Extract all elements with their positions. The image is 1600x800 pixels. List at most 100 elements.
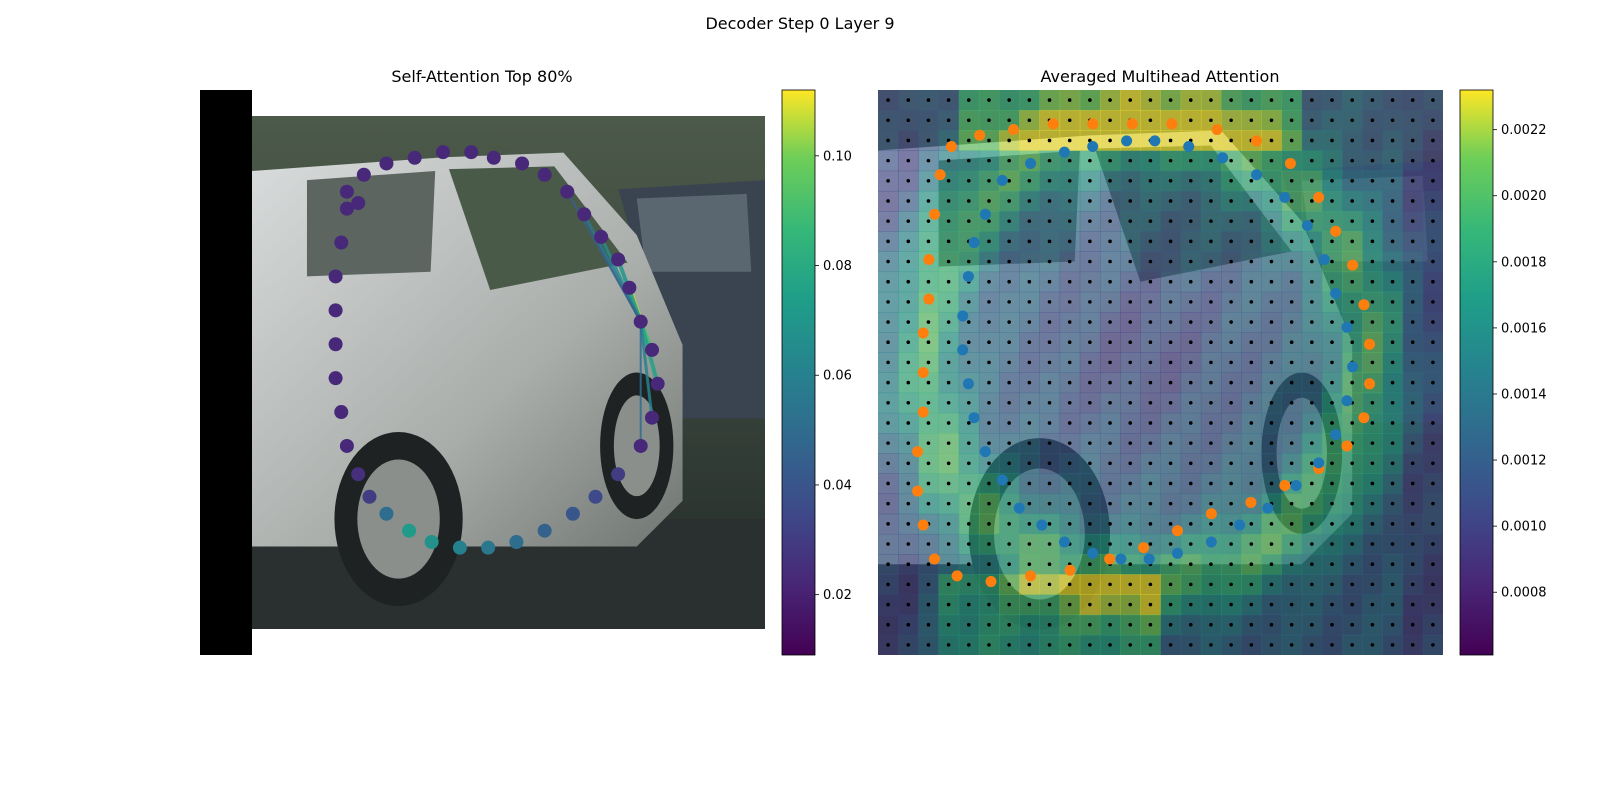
grid-dot (886, 300, 890, 304)
grid-dot (886, 199, 890, 203)
grid-dot (1269, 300, 1274, 304)
grid-dot (1330, 259, 1334, 264)
grid-dot (967, 602, 971, 607)
grid-dot (1128, 158, 1133, 163)
prediction-point-s1-23 (1143, 553, 1155, 565)
grid-dot (1269, 380, 1274, 385)
grid-dot (1229, 582, 1233, 587)
prediction-point-s1-12 (1330, 287, 1342, 299)
contour-point-15 (645, 342, 659, 357)
contour-point-16 (650, 376, 665, 391)
grid-dot (1047, 643, 1052, 647)
grid-dot (1289, 380, 1294, 385)
prediction-point-s1-2 (1058, 146, 1070, 158)
grid-dot (1249, 259, 1254, 264)
grid-dot (1007, 138, 1011, 143)
grid-dot (987, 179, 991, 183)
right-colorbar-tick-label: 0.0016 (1501, 321, 1547, 336)
grid-dot (1269, 199, 1274, 203)
grid-dot (1229, 340, 1233, 345)
grid-dot (1431, 602, 1435, 607)
grid-dot (1350, 219, 1354, 223)
grid-dot (1209, 562, 1213, 566)
grid-dot (1128, 340, 1133, 345)
grid-dot (1209, 400, 1213, 405)
grid-dot (1188, 400, 1193, 405)
grid-dot (1047, 138, 1052, 143)
prediction-point-s1-6 (1183, 141, 1195, 152)
grid-dot (886, 138, 890, 143)
prediction-point-s1-37 (979, 208, 991, 220)
grid-dot (1088, 481, 1092, 486)
grid-dot (886, 522, 890, 526)
grid-dot (1067, 501, 1072, 506)
grid-dot (1148, 158, 1153, 163)
grid-dot (1330, 441, 1334, 445)
grid-dot (1431, 179, 1435, 183)
grid-dot (1249, 239, 1254, 244)
prediction-point-s0-24 (1104, 553, 1116, 565)
grid-dot (1108, 279, 1112, 284)
grid-dot (1350, 158, 1354, 163)
grid-dot (987, 622, 991, 627)
grid-dot (1209, 118, 1213, 123)
grid-dot (1350, 340, 1354, 345)
grid-dot (946, 400, 951, 405)
grid-dot (1108, 481, 1112, 486)
grid-dot (1088, 360, 1092, 365)
grid-dot (1027, 340, 1032, 345)
prediction-point-s1-29 (996, 474, 1008, 486)
grid-dot (1108, 622, 1112, 627)
grid-dot (886, 380, 890, 385)
grid-dot (1047, 320, 1052, 324)
grid-dot (1330, 340, 1334, 345)
grid-dot (1148, 441, 1153, 445)
grid-dot (1269, 643, 1274, 647)
grid-dot (987, 441, 991, 445)
grid-dot (1370, 562, 1375, 566)
prediction-point-s1-35 (962, 270, 974, 282)
grid-dot (1108, 522, 1112, 526)
contour-point-17 (645, 410, 659, 425)
grid-dot (1310, 562, 1314, 566)
left-colorbar-tick-label: 0.10 (823, 149, 852, 164)
grid-dot (1088, 562, 1092, 566)
grid-dot (1027, 522, 1032, 526)
grid-dot (1350, 380, 1354, 385)
grid-dot (1188, 158, 1193, 163)
prediction-point-s0-16 (1358, 412, 1370, 424)
prediction-point-s0-0 (945, 141, 957, 152)
grid-dot (906, 219, 911, 223)
grid-dot (1188, 643, 1193, 647)
grid-dot (1108, 643, 1112, 647)
grid-dot (1390, 602, 1395, 607)
prediction-point-s0-19 (1279, 480, 1291, 491)
grid-dot (1209, 138, 1213, 143)
self-attention-panel: Self-Attention Top 80% 0.020.040.060.080… (200, 67, 852, 656)
grid-dot (906, 279, 911, 284)
grid-dot (886, 622, 890, 627)
grid-dot (1188, 622, 1193, 627)
grid-dot (1209, 421, 1213, 425)
grid-dot (967, 98, 971, 102)
grid-dot (1431, 562, 1435, 566)
prediction-point-s1-24 (1115, 553, 1127, 565)
grid-dot (1229, 522, 1233, 526)
grid-dot (1007, 340, 1011, 345)
grid-dot (1249, 158, 1254, 163)
grid-dot (1047, 522, 1052, 526)
grid-dot (1289, 643, 1294, 647)
grid-dot (1350, 622, 1354, 627)
grid-dot (1350, 562, 1354, 566)
prediction-point-s1-14 (1347, 361, 1359, 373)
grid-dot (906, 643, 911, 647)
left-colorbar-tick-label: 0.04 (823, 478, 852, 493)
grid-dot (906, 98, 911, 102)
contour-point-37 (334, 235, 349, 250)
grid-dot (1188, 118, 1193, 123)
grid-dot (1350, 320, 1354, 324)
grid-dot (946, 562, 951, 566)
grid-dot (1249, 219, 1254, 223)
prediction-point-s0-4 (1087, 118, 1099, 130)
grid-dot (1027, 98, 1032, 102)
